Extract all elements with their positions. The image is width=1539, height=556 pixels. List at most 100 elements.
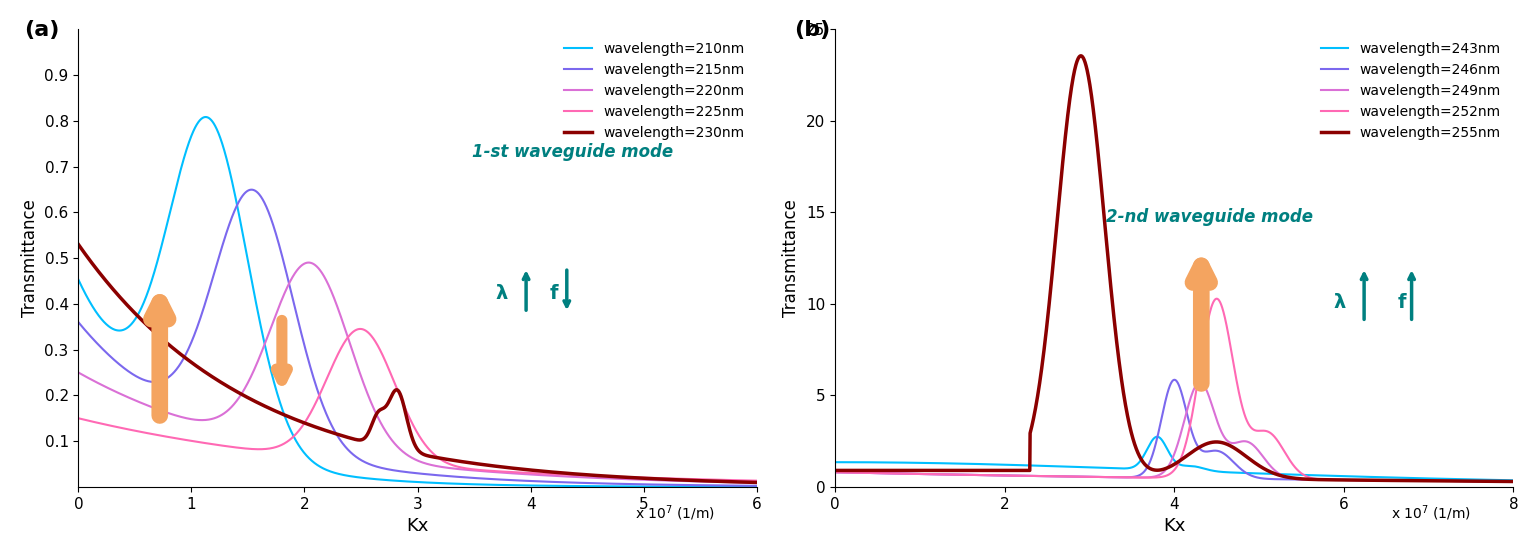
- wavelength=210nm: [748, 483, 766, 490]
- Line: wavelength=246nm: wavelength=246nm: [836, 380, 1513, 481]
- wavelength=249nm: [826, 469, 845, 475]
- wavelength=255nm: [826, 467, 845, 474]
- wavelength=210nm: [728, 483, 746, 490]
- Text: (b): (b): [794, 20, 831, 40]
- wavelength=210nm: [399, 478, 417, 485]
- wavelength=246nm: [1485, 478, 1504, 485]
- wavelength=210nm: [603, 483, 622, 490]
- Text: f: f: [1397, 294, 1407, 312]
- wavelength=246nm: [1165, 376, 1183, 383]
- wavelength=215nm: [382, 466, 400, 473]
- wavelength=230nm: [103, 286, 122, 292]
- wavelength=243nm: [1360, 474, 1379, 480]
- wavelength=215nm: [69, 319, 88, 325]
- wavelength=243nm: [1156, 442, 1174, 449]
- wavelength=246nm: [1504, 478, 1522, 485]
- wavelength=215nm: [103, 355, 122, 362]
- wavelength=230nm: [382, 395, 400, 402]
- wavelength=246nm: [1485, 478, 1504, 485]
- wavelength=230nm: [728, 479, 746, 485]
- wavelength=249nm: [1191, 379, 1210, 386]
- wavelength=252nm: [826, 469, 845, 475]
- wavelength=210nm: [728, 483, 746, 490]
- wavelength=249nm: [1137, 474, 1156, 481]
- wavelength=255nm: [1485, 478, 1504, 485]
- Text: λ: λ: [496, 284, 508, 304]
- wavelength=246nm: [1156, 400, 1174, 407]
- wavelength=252nm: [1137, 474, 1156, 481]
- Line: wavelength=225nm: wavelength=225nm: [78, 329, 757, 481]
- wavelength=225nm: [603, 473, 622, 480]
- wavelength=249nm: [1485, 478, 1504, 485]
- wavelength=252nm: [1504, 478, 1522, 485]
- wavelength=243nm: [860, 459, 879, 465]
- wavelength=252nm: [1208, 295, 1227, 302]
- Line: wavelength=255nm: wavelength=255nm: [836, 56, 1513, 481]
- Y-axis label: Transmittance: Transmittance: [782, 199, 800, 317]
- wavelength=225nm: [351, 326, 369, 332]
- wavelength=220nm: [748, 479, 766, 486]
- wavelength=249nm: [1485, 478, 1504, 485]
- Y-axis label: Transmittance: Transmittance: [22, 199, 38, 317]
- Text: x 10$^7$ (1/m): x 10$^7$ (1/m): [634, 504, 714, 523]
- wavelength=220nm: [728, 479, 746, 486]
- X-axis label: Kx: Kx: [1163, 517, 1185, 535]
- wavelength=249nm: [860, 470, 879, 476]
- wavelength=255nm: [1137, 463, 1156, 470]
- wavelength=255nm: [1485, 478, 1504, 485]
- Legend: wavelength=210nm, wavelength=215nm, wavelength=220nm, wavelength=225nm, waveleng: wavelength=210nm, wavelength=215nm, wave…: [559, 36, 749, 145]
- wavelength=243nm: [1504, 477, 1522, 484]
- wavelength=249nm: [1360, 477, 1379, 484]
- Line: wavelength=243nm: wavelength=243nm: [836, 437, 1513, 480]
- wavelength=220nm: [300, 259, 319, 266]
- wavelength=243nm: [1485, 476, 1504, 483]
- wavelength=252nm: [1485, 478, 1504, 485]
- Line: wavelength=252nm: wavelength=252nm: [836, 299, 1513, 481]
- wavelength=255nm: [1156, 465, 1174, 472]
- wavelength=252nm: [1156, 473, 1174, 479]
- Text: λ: λ: [1334, 294, 1347, 312]
- wavelength=246nm: [1137, 465, 1156, 471]
- X-axis label: Kx: Kx: [406, 517, 429, 535]
- wavelength=243nm: [1148, 434, 1167, 440]
- wavelength=255nm: [860, 467, 879, 474]
- wavelength=225nm: [748, 478, 766, 484]
- Line: wavelength=220nm: wavelength=220nm: [78, 262, 757, 483]
- wavelength=230nm: [728, 479, 746, 485]
- wavelength=215nm: [603, 480, 622, 487]
- Text: (a): (a): [25, 20, 60, 40]
- Line: wavelength=210nm: wavelength=210nm: [78, 117, 757, 486]
- wavelength=220nm: [382, 435, 400, 442]
- wavelength=246nm: [826, 469, 845, 475]
- Legend: wavelength=243nm, wavelength=246nm, wavelength=249nm, wavelength=252nm, waveleng: wavelength=243nm, wavelength=246nm, wave…: [1316, 36, 1507, 145]
- Line: wavelength=249nm: wavelength=249nm: [836, 383, 1513, 481]
- wavelength=230nm: [748, 479, 766, 486]
- wavelength=252nm: [860, 470, 879, 476]
- wavelength=220nm: [103, 387, 122, 394]
- wavelength=220nm: [399, 453, 417, 459]
- wavelength=220nm: [69, 369, 88, 376]
- wavelength=210nm: [197, 113, 215, 120]
- wavelength=230nm: [69, 241, 88, 248]
- wavelength=225nm: [69, 415, 88, 421]
- wavelength=246nm: [1360, 477, 1379, 484]
- wavelength=215nm: [399, 469, 417, 476]
- wavelength=220nm: [728, 479, 746, 486]
- wavelength=249nm: [1504, 478, 1522, 485]
- wavelength=252nm: [1485, 478, 1504, 485]
- Text: 2-nd waveguide mode: 2-nd waveguide mode: [1107, 207, 1313, 226]
- wavelength=225nm: [728, 477, 746, 484]
- wavelength=220nm: [603, 475, 622, 482]
- wavelength=215nm: [748, 483, 766, 489]
- wavelength=243nm: [1485, 476, 1504, 483]
- wavelength=255nm: [1071, 52, 1090, 59]
- wavelength=210nm: [69, 276, 88, 283]
- wavelength=225nm: [728, 477, 746, 484]
- wavelength=243nm: [1137, 446, 1156, 453]
- Text: x 10$^7$ (1/m): x 10$^7$ (1/m): [1391, 504, 1471, 523]
- wavelength=255nm: [1504, 478, 1522, 485]
- Text: f: f: [549, 284, 559, 304]
- wavelength=215nm: [242, 186, 260, 193]
- wavelength=255nm: [1360, 477, 1379, 484]
- wavelength=215nm: [728, 482, 746, 489]
